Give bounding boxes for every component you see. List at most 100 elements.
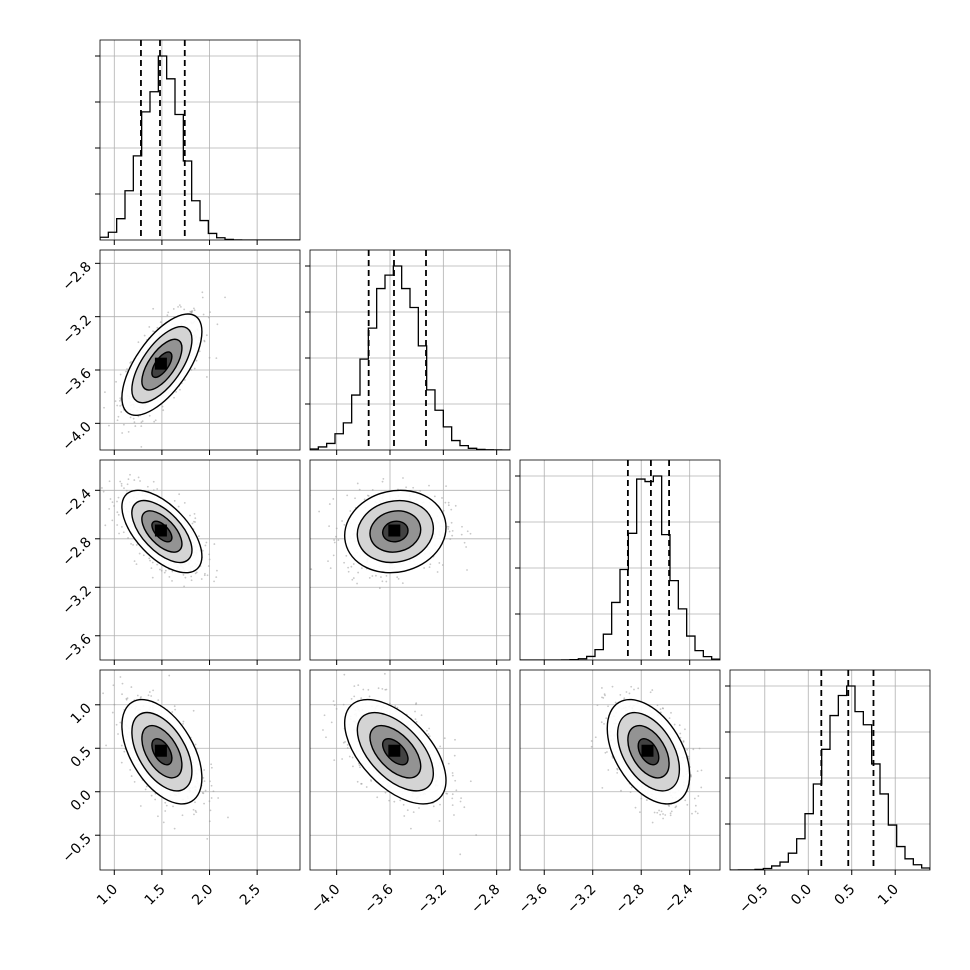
scatter-point xyxy=(651,821,654,824)
scatter-point xyxy=(439,745,442,748)
scatter-point xyxy=(664,814,667,816)
scatter-point xyxy=(428,484,430,487)
scatter-point xyxy=(460,533,463,536)
scatter-point xyxy=(463,806,466,809)
density-peak xyxy=(154,744,167,757)
scatter-point xyxy=(160,569,163,572)
scatter-point xyxy=(438,820,441,822)
scatter-point xyxy=(126,697,129,700)
scatter-point xyxy=(412,486,415,489)
scatter-point xyxy=(628,692,631,695)
x-tick-label: 0.5 xyxy=(832,882,859,909)
scatter-point xyxy=(469,780,472,783)
x-tick-label: 2.0 xyxy=(189,882,216,909)
scatter-point xyxy=(451,793,454,796)
scatter-point xyxy=(603,722,605,725)
scatter-point xyxy=(114,400,117,403)
scatter-point xyxy=(207,565,210,567)
scatter-point xyxy=(333,541,336,544)
scatter-point xyxy=(227,816,229,819)
x-tick-label: −3.2 xyxy=(415,882,450,917)
scatter-point xyxy=(443,737,446,740)
scatter-point xyxy=(115,380,117,383)
scatter-point xyxy=(465,546,468,548)
scatter-point xyxy=(371,489,374,491)
y-tick-label: −3.6 xyxy=(59,365,94,400)
scatter-point xyxy=(127,430,130,433)
scatter-point xyxy=(691,812,693,815)
scatter-point xyxy=(453,814,455,816)
scatter-panel-3-0: 1.0 1.5 2.0 2.5 −0.5 0.0 0.5 1.0 xyxy=(59,644,301,909)
scatter-point xyxy=(349,510,352,512)
panel-frame xyxy=(309,249,511,451)
scatter-point xyxy=(356,582,358,585)
scatter-point xyxy=(640,797,643,800)
scatter-point xyxy=(692,748,695,751)
scatter-point xyxy=(630,786,633,789)
scatter-point xyxy=(428,727,431,730)
scatter-point xyxy=(154,419,157,422)
scatter-point xyxy=(427,733,430,735)
scatter-point xyxy=(121,644,123,646)
scatter-point xyxy=(651,689,654,691)
scatter-point xyxy=(463,541,466,544)
scatter-point xyxy=(601,786,604,789)
histogram-panel-0 xyxy=(95,39,301,245)
scatter-point xyxy=(208,820,211,823)
scatter-point xyxy=(210,784,213,787)
scatter-point xyxy=(134,425,137,427)
scatter-point xyxy=(448,530,451,533)
scatter-panel-3-2: −3.6 −3.2 −2.8 −2.4 xyxy=(516,669,721,917)
scatter-point xyxy=(449,538,452,541)
scatter-point xyxy=(686,803,689,806)
scatter-point xyxy=(377,687,380,690)
scatter-point xyxy=(328,525,330,528)
scatter-point xyxy=(147,694,150,697)
scatter-point xyxy=(105,744,107,747)
scatter-point xyxy=(213,543,216,545)
scatter-point xyxy=(335,535,337,538)
scatter-point xyxy=(619,693,622,696)
scatter-point xyxy=(132,543,134,546)
scatter-point xyxy=(202,776,205,779)
density-peak xyxy=(154,357,167,370)
scatter-point xyxy=(388,799,391,802)
scatter-point xyxy=(332,554,335,557)
scatter-point xyxy=(325,736,327,739)
scatter-point xyxy=(157,699,160,702)
scatter-point xyxy=(633,688,635,691)
scatter-point xyxy=(365,786,368,788)
histogram-panel-3: −0.5 0.0 0.5 1.0 xyxy=(725,669,931,917)
scatter-point xyxy=(662,813,664,815)
scatter-point xyxy=(193,813,195,816)
scatter-point xyxy=(152,307,155,310)
scatter-point xyxy=(177,305,179,308)
scatter-point xyxy=(333,539,335,541)
scatter-point xyxy=(415,721,418,723)
scatter-point xyxy=(143,334,146,337)
scatter-point xyxy=(686,748,689,751)
scatter-point xyxy=(397,577,400,580)
scatter-point xyxy=(216,569,218,572)
scatter-point xyxy=(130,542,132,545)
scatter-point xyxy=(406,809,409,812)
scatter-point xyxy=(194,572,197,575)
scatter-point xyxy=(194,517,197,520)
panel-frame xyxy=(99,39,301,241)
scatter-point xyxy=(673,723,676,726)
scatter-point xyxy=(119,404,122,407)
scatter-point xyxy=(346,744,349,746)
scatter-point xyxy=(135,563,138,566)
scatter-point xyxy=(150,567,153,570)
scatter-point xyxy=(212,790,215,793)
scatter-point xyxy=(178,493,181,496)
scatter-point xyxy=(439,803,441,806)
scatter-point xyxy=(367,495,370,497)
scatter-point xyxy=(451,797,454,800)
scatter-point xyxy=(171,570,174,573)
scatter-point xyxy=(453,754,456,757)
scatter-point xyxy=(203,340,206,343)
scatter-point xyxy=(459,800,462,803)
scatter-point xyxy=(205,334,208,337)
scatter-point xyxy=(177,505,180,508)
